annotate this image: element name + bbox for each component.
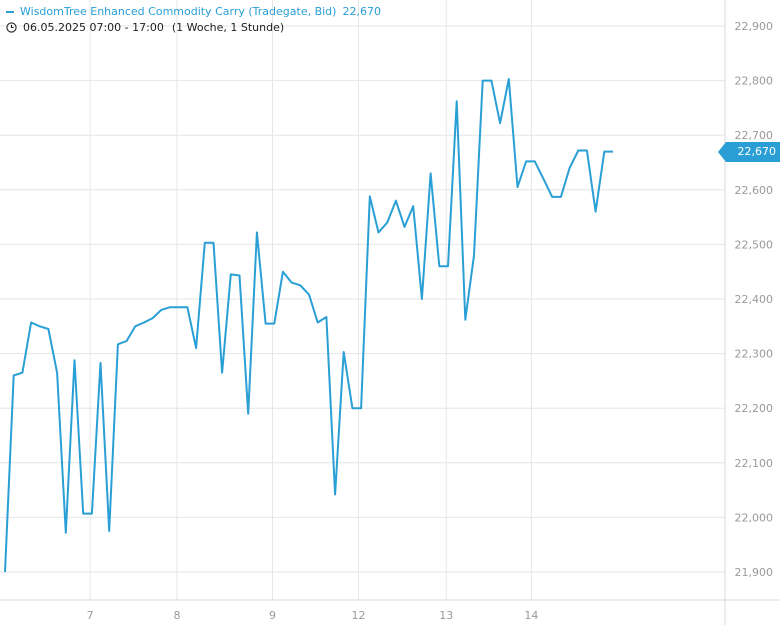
y-tick-label: 22,500 xyxy=(735,238,774,251)
y-tick-label: 22,900 xyxy=(735,20,774,33)
last-price-tag: 22,670 xyxy=(718,142,780,162)
y-tick-label: 21,900 xyxy=(735,566,774,579)
x-tick-label: 8 xyxy=(173,609,180,622)
x-tick-label: 9 xyxy=(269,609,276,622)
chart-legend: WisdomTree Enhanced Commodity Carry (Tra… xyxy=(6,5,381,18)
x-tick-label: 14 xyxy=(524,609,538,622)
y-axis-ticks: 21,900 22,000 22,100 22,200 22,300 22,400 22,5… xyxy=(735,20,774,579)
x-tick-label: 13 xyxy=(439,609,453,622)
y-tick-label: 22,300 xyxy=(735,348,774,361)
x-tick-label: 7 xyxy=(87,609,94,622)
range-datetime: 06.05.2025 07:00 - 17:00 xyxy=(23,21,164,34)
range-period: (1 Woche, 1 Stunde) xyxy=(171,21,285,34)
y-tick-label: 22,700 xyxy=(735,129,774,142)
time-range: 06.05.2025 07:00 - 17:00 (1 Woche, 1 Stu… xyxy=(6,21,284,34)
legend-last-value: 22,670 xyxy=(342,5,381,18)
y-tick-label: 22,600 xyxy=(735,184,774,197)
y-tick-label: 22,200 xyxy=(735,402,774,415)
x-axis-ticks: 7 8 9 12 13 14 xyxy=(87,609,539,622)
y-tick-label: 22,800 xyxy=(735,75,774,88)
clock-icon xyxy=(6,22,17,33)
legend-title: WisdomTree Enhanced Commodity Carry (Tra… xyxy=(20,5,337,18)
series-swatch xyxy=(6,10,14,13)
y-tick-label: 22,400 xyxy=(735,293,774,306)
x-tick-label: 12 xyxy=(352,609,366,622)
series-line xyxy=(4,78,613,573)
y-tick-label: 22,100 xyxy=(735,457,774,470)
y-tick-label: 22,000 xyxy=(735,511,774,524)
